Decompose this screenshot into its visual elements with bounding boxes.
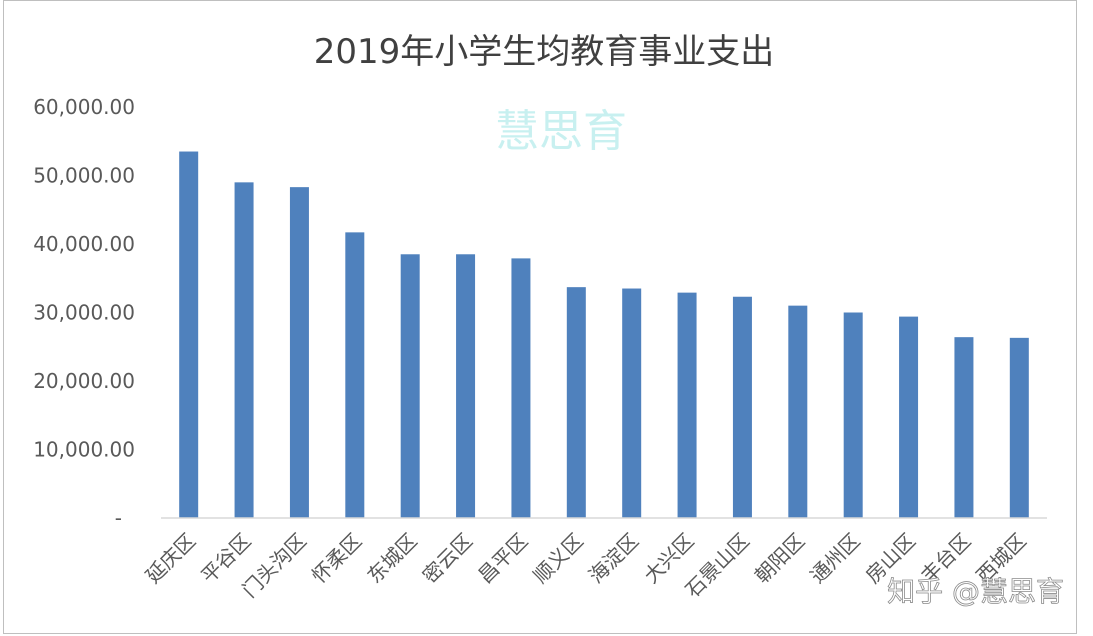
bar	[954, 337, 974, 518]
x-tick-label: 通州区	[805, 529, 864, 588]
y-tick-label: -	[115, 506, 122, 530]
y-tick-label: 10,000.00	[33, 438, 135, 462]
y-tick-label: 30,000.00	[33, 301, 135, 325]
y-tick-label: 20,000.00	[33, 369, 135, 393]
y-tick-label: 50,000.00	[33, 164, 135, 188]
bar	[345, 232, 365, 519]
x-tick-label: 东城区	[362, 529, 421, 588]
y-tick-label: 60,000.00	[33, 95, 135, 119]
bar-series	[179, 151, 1029, 519]
chart-canvas: 2019年小学生均教育事业支出 慧思育 - 10,000.00 20,000.00 3…	[33, 32, 1064, 608]
bar	[788, 305, 808, 518]
bar	[622, 288, 642, 518]
x-tick-label: 怀柔区	[307, 529, 366, 588]
bar	[511, 258, 531, 518]
watermark-zhihu: 知乎 @慧思育	[887, 575, 1064, 608]
x-tick-label: 顺义区	[528, 529, 587, 588]
bar	[732, 296, 752, 518]
bar	[234, 182, 254, 518]
x-tick-label: 密云区	[418, 529, 477, 588]
bar	[289, 187, 309, 518]
bar	[843, 312, 863, 518]
watermark-center: 慧思育	[495, 106, 627, 157]
x-tick-label: 昌平区	[473, 529, 532, 588]
bar	[179, 151, 199, 518]
bar	[400, 254, 420, 518]
bar	[677, 292, 697, 518]
y-tick-label: 40,000.00	[33, 232, 135, 256]
y-axis: - 10,000.00 20,000.00 30,000.00 40,000.00 50,…	[33, 95, 135, 530]
bar	[899, 316, 919, 518]
chart-title: 2019年小学生均教育事业支出	[314, 32, 775, 72]
x-tick-label: 朝阳区	[750, 529, 809, 588]
bar	[566, 287, 586, 518]
bar	[1009, 337, 1029, 518]
x-tick-label: 延庆区	[141, 529, 200, 588]
bar	[456, 254, 476, 518]
chart-frame: 2019年小学生均教育事业支出 慧思育 - 10,000.00 20,000.00 3…	[3, 0, 1077, 634]
x-tick-label: 海淀区	[584, 529, 643, 588]
